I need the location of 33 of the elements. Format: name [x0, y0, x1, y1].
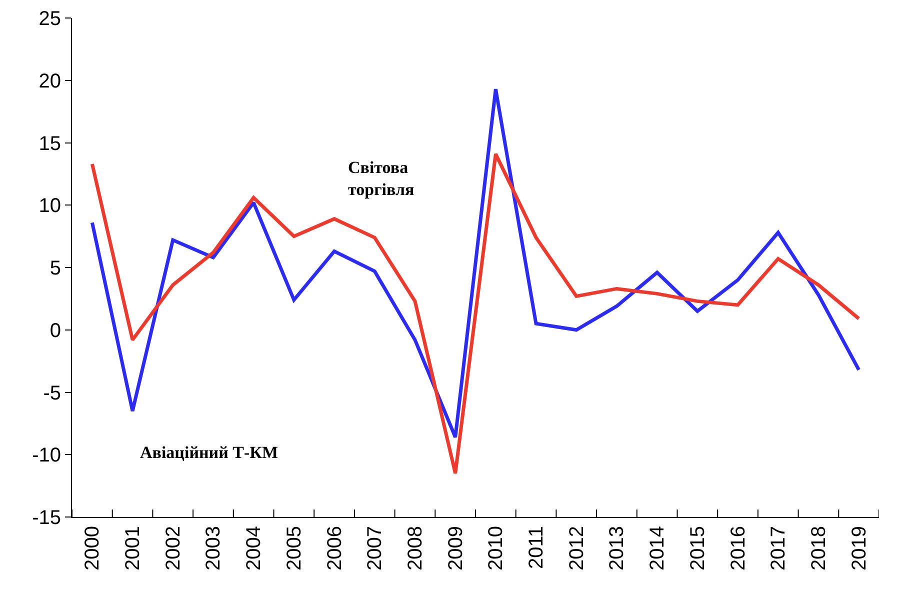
x-tick-label: 2008: [404, 526, 426, 570]
x-tick-label: 2012: [566, 526, 588, 570]
line-series: [90, 152, 861, 476]
x-tick-label: 2014: [646, 526, 669, 570]
series-label: Світова торгівля: [348, 158, 414, 200]
x-tick-label: 2013: [606, 526, 628, 570]
y-tick-label: -15: [32, 507, 61, 529]
y-tick-label: 5: [50, 258, 61, 280]
x-tick-label: 2006: [324, 526, 346, 570]
x-tick-label: 2016: [727, 526, 750, 570]
x-tick-label: 2002: [162, 526, 184, 570]
y-tick-label: -10: [32, 444, 61, 467]
y-tick-label: 15: [38, 132, 61, 155]
series-label: Авіаційний Т-КМ: [140, 443, 278, 462]
x-tick-label: 2007: [364, 526, 386, 570]
x-tick-label: 2015: [686, 526, 709, 570]
x-tick-label: 2009: [444, 526, 467, 570]
x-tick-label: 2010: [485, 526, 508, 570]
x-tick-label: 2017: [768, 526, 790, 570]
x-tick-label: 2003: [202, 526, 225, 570]
line-series: [90, 87, 861, 439]
x-tick-label: 2019: [848, 526, 870, 570]
x-tick-label: 2000: [82, 526, 104, 570]
y-tick-label: 10: [38, 195, 61, 218]
y-tick-label: 20: [38, 70, 61, 92]
x-tick-label: 2005: [283, 526, 306, 570]
y-tick-label: 25: [38, 8, 61, 30]
x-tick-label: 2018: [808, 526, 830, 570]
x-tick-label: 2001: [122, 526, 144, 570]
y-tick-label: 0: [50, 320, 61, 342]
x-tick-label: 2011: [526, 526, 548, 570]
x-tick-label: 2004: [243, 526, 266, 570]
y-tick-label: -5: [43, 382, 61, 404]
